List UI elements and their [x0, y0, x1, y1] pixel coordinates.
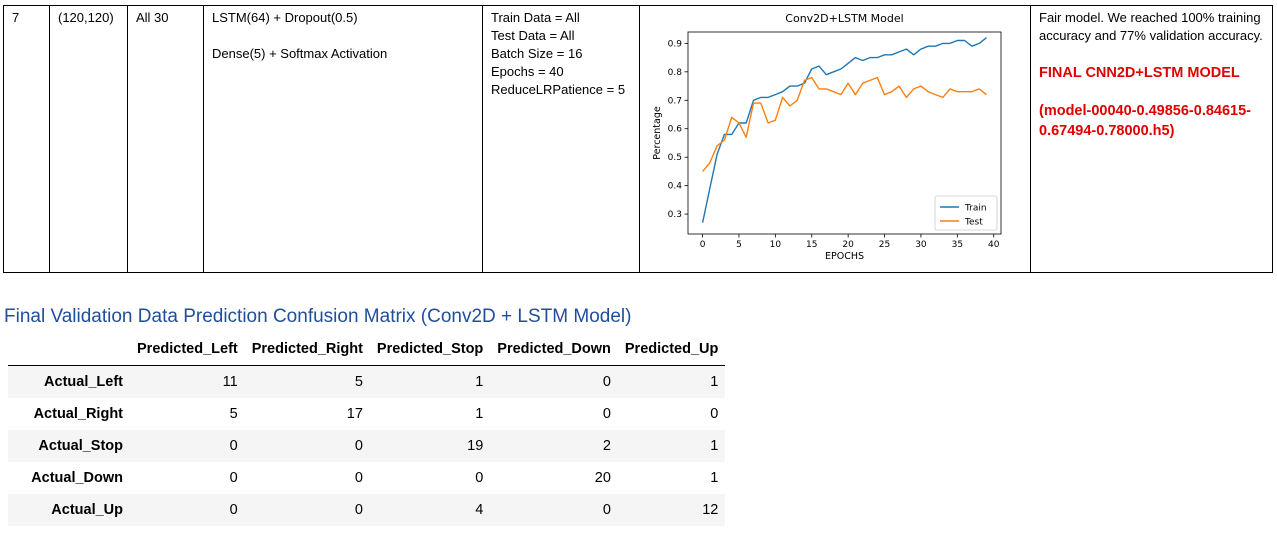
- params-cell: Train Data = All Test Data = All Batch S…: [482, 5, 640, 273]
- y-tick-label: 0.8: [668, 68, 683, 78]
- matrix-cell: 0: [354, 502, 363, 518]
- matrix-cell: 17: [346, 406, 363, 422]
- header-row: Predicted_Left Predicted_Right Predicted…: [8, 333, 726, 366]
- accuracy-line-chart: Conv2D+LSTM Model 0 5 10 15 20 25 30 35 40 0.3 0.4 0…: [652, 12, 1002, 262]
- series-line-train: [701, 37, 987, 223]
- matrix-cell: 0: [354, 438, 363, 454]
- y-tick-label: 0.4: [668, 182, 683, 192]
- table-row: Actual_Stop 0 0 19 2 1: [8, 430, 726, 462]
- matrix-cell: 5: [354, 374, 363, 390]
- column-header: Predicted_Down: [490, 333, 618, 366]
- remarks-text: Fair model. We reached 100% training acc…: [1039, 10, 1263, 43]
- matrix-cell: 0: [229, 470, 238, 486]
- legend-label: Train: [964, 204, 987, 214]
- row-label: Actual_Stop: [38, 438, 123, 454]
- series-line-test: [702, 76, 987, 172]
- matrix-cell: 1: [475, 374, 484, 390]
- matrix-cell: 0: [602, 502, 611, 518]
- matrix-cell: 0: [354, 470, 363, 486]
- x-tick-label: 15: [806, 240, 817, 250]
- matrix-cell: 1: [710, 438, 719, 454]
- confusion-matrix-table: Predicted_Left Predicted_Right Predicted…: [8, 333, 726, 526]
- row-label: Actual_Right: [33, 406, 123, 422]
- y-tick-label: 0.7: [668, 96, 682, 106]
- column-header: Predicted_Stop: [369, 333, 491, 366]
- column-header: Predicted_Left: [130, 333, 245, 366]
- matrix-cell: 4: [475, 502, 484, 518]
- table-row: Actual_Up 0 0 4 0 12: [8, 494, 726, 526]
- experiment-number: 7: [3, 5, 50, 273]
- matrix-cell: 1: [710, 470, 719, 486]
- table-row: Actual_Left 11 5 1 0 1: [8, 365, 726, 398]
- table-row: Actual_Down 0 0 0 20 1: [8, 462, 725, 494]
- matrix-cell: 1: [475, 406, 484, 422]
- matrix-cell: 5: [229, 406, 238, 422]
- x-tick-label: 5: [736, 240, 742, 250]
- frames-used: All 30: [127, 5, 204, 273]
- matrix-cell: 0: [710, 406, 719, 422]
- matrix-cell: 0: [229, 502, 238, 518]
- column-header: Predicted_Right: [244, 333, 370, 366]
- x-axis-label: EPOCHS: [825, 251, 864, 262]
- param-line: Batch Size = 16: [491, 46, 583, 61]
- y-tick-label: 0.9: [668, 39, 683, 49]
- matrix-cell: 0: [602, 374, 611, 390]
- matrix-cell: 1: [710, 374, 719, 390]
- param-line: Test Data = All: [491, 28, 575, 43]
- final-model-label: FINAL CNN2D+LSTM MODEL: [1039, 65, 1240, 81]
- y-tick-label: 0.3: [668, 210, 682, 220]
- param-line: ReduceLRPatience = 5: [491, 82, 626, 97]
- table-row: Actual_Right 5 17 1 0 0: [8, 398, 725, 430]
- plot-frame: [687, 31, 1002, 235]
- row-label: Actual_Down: [31, 470, 123, 486]
- x-tick-label: 25: [879, 240, 890, 250]
- matrix-cell: 2: [602, 438, 611, 454]
- row-label: Actual_Left: [44, 374, 123, 390]
- matrix-cell: 20: [594, 470, 611, 486]
- corner-cell: [8, 333, 130, 366]
- y-tick-label: 0.5: [668, 153, 682, 163]
- y-tick-label: 0.6: [668, 125, 683, 135]
- matrix-cell: 12: [702, 502, 719, 518]
- matrix-cell: 19: [467, 438, 484, 454]
- remarks-cell: Fair model. We reached 100% training acc…: [1030, 5, 1273, 273]
- param-line: Train Data = All: [491, 10, 580, 25]
- x-tick-label: 10: [770, 240, 782, 250]
- matrix-cell: 0: [229, 438, 238, 454]
- architecture-line: LSTM(64) + Dropout(0.5): [212, 10, 358, 25]
- model-filename: (model-00040-0.49856-0.84615-0.67494-0.7…: [1039, 103, 1251, 139]
- experiment-row: 7 (120,120) All 30 LSTM(64) + Dropout(0.…: [3, 5, 1273, 273]
- matrix-cell: 0: [602, 406, 611, 422]
- x-tick-label: 20: [842, 240, 854, 250]
- matrix-cell: 0: [475, 470, 484, 486]
- param-line: Epochs = 40: [491, 64, 564, 79]
- column-header: Predicted_Up: [617, 333, 726, 366]
- x-tick-label: 35: [952, 240, 963, 250]
- chart-title: Conv2D+LSTM Model: [785, 12, 903, 25]
- x-tick-label: 40: [988, 240, 1000, 250]
- x-tick-label: 0: [700, 240, 706, 250]
- x-tick-label: 30: [915, 240, 927, 250]
- legend-label: Test: [964, 218, 983, 228]
- architecture-line: Dense(5) + Softmax Activation: [212, 46, 388, 61]
- image-size: (120,120): [49, 5, 128, 273]
- chart-cell: Conv2D+LSTM Model 0 5 10 15 20 25 30 35 40 0.3 0.4 0…: [639, 5, 1031, 273]
- row-label: Actual_Up: [51, 502, 123, 518]
- confusion-matrix-title: Final Validation Data Prediction Confusi…: [4, 306, 632, 327]
- architecture-cell: LSTM(64) + Dropout(0.5) Dense(5) + Softm…: [203, 5, 483, 273]
- matrix-cell: 11: [222, 374, 238, 390]
- experiment-row-table: 7 (120,120) All 30 LSTM(64) + Dropout(0.…: [3, 5, 1273, 273]
- y-axis-label: Percentage: [652, 106, 663, 160]
